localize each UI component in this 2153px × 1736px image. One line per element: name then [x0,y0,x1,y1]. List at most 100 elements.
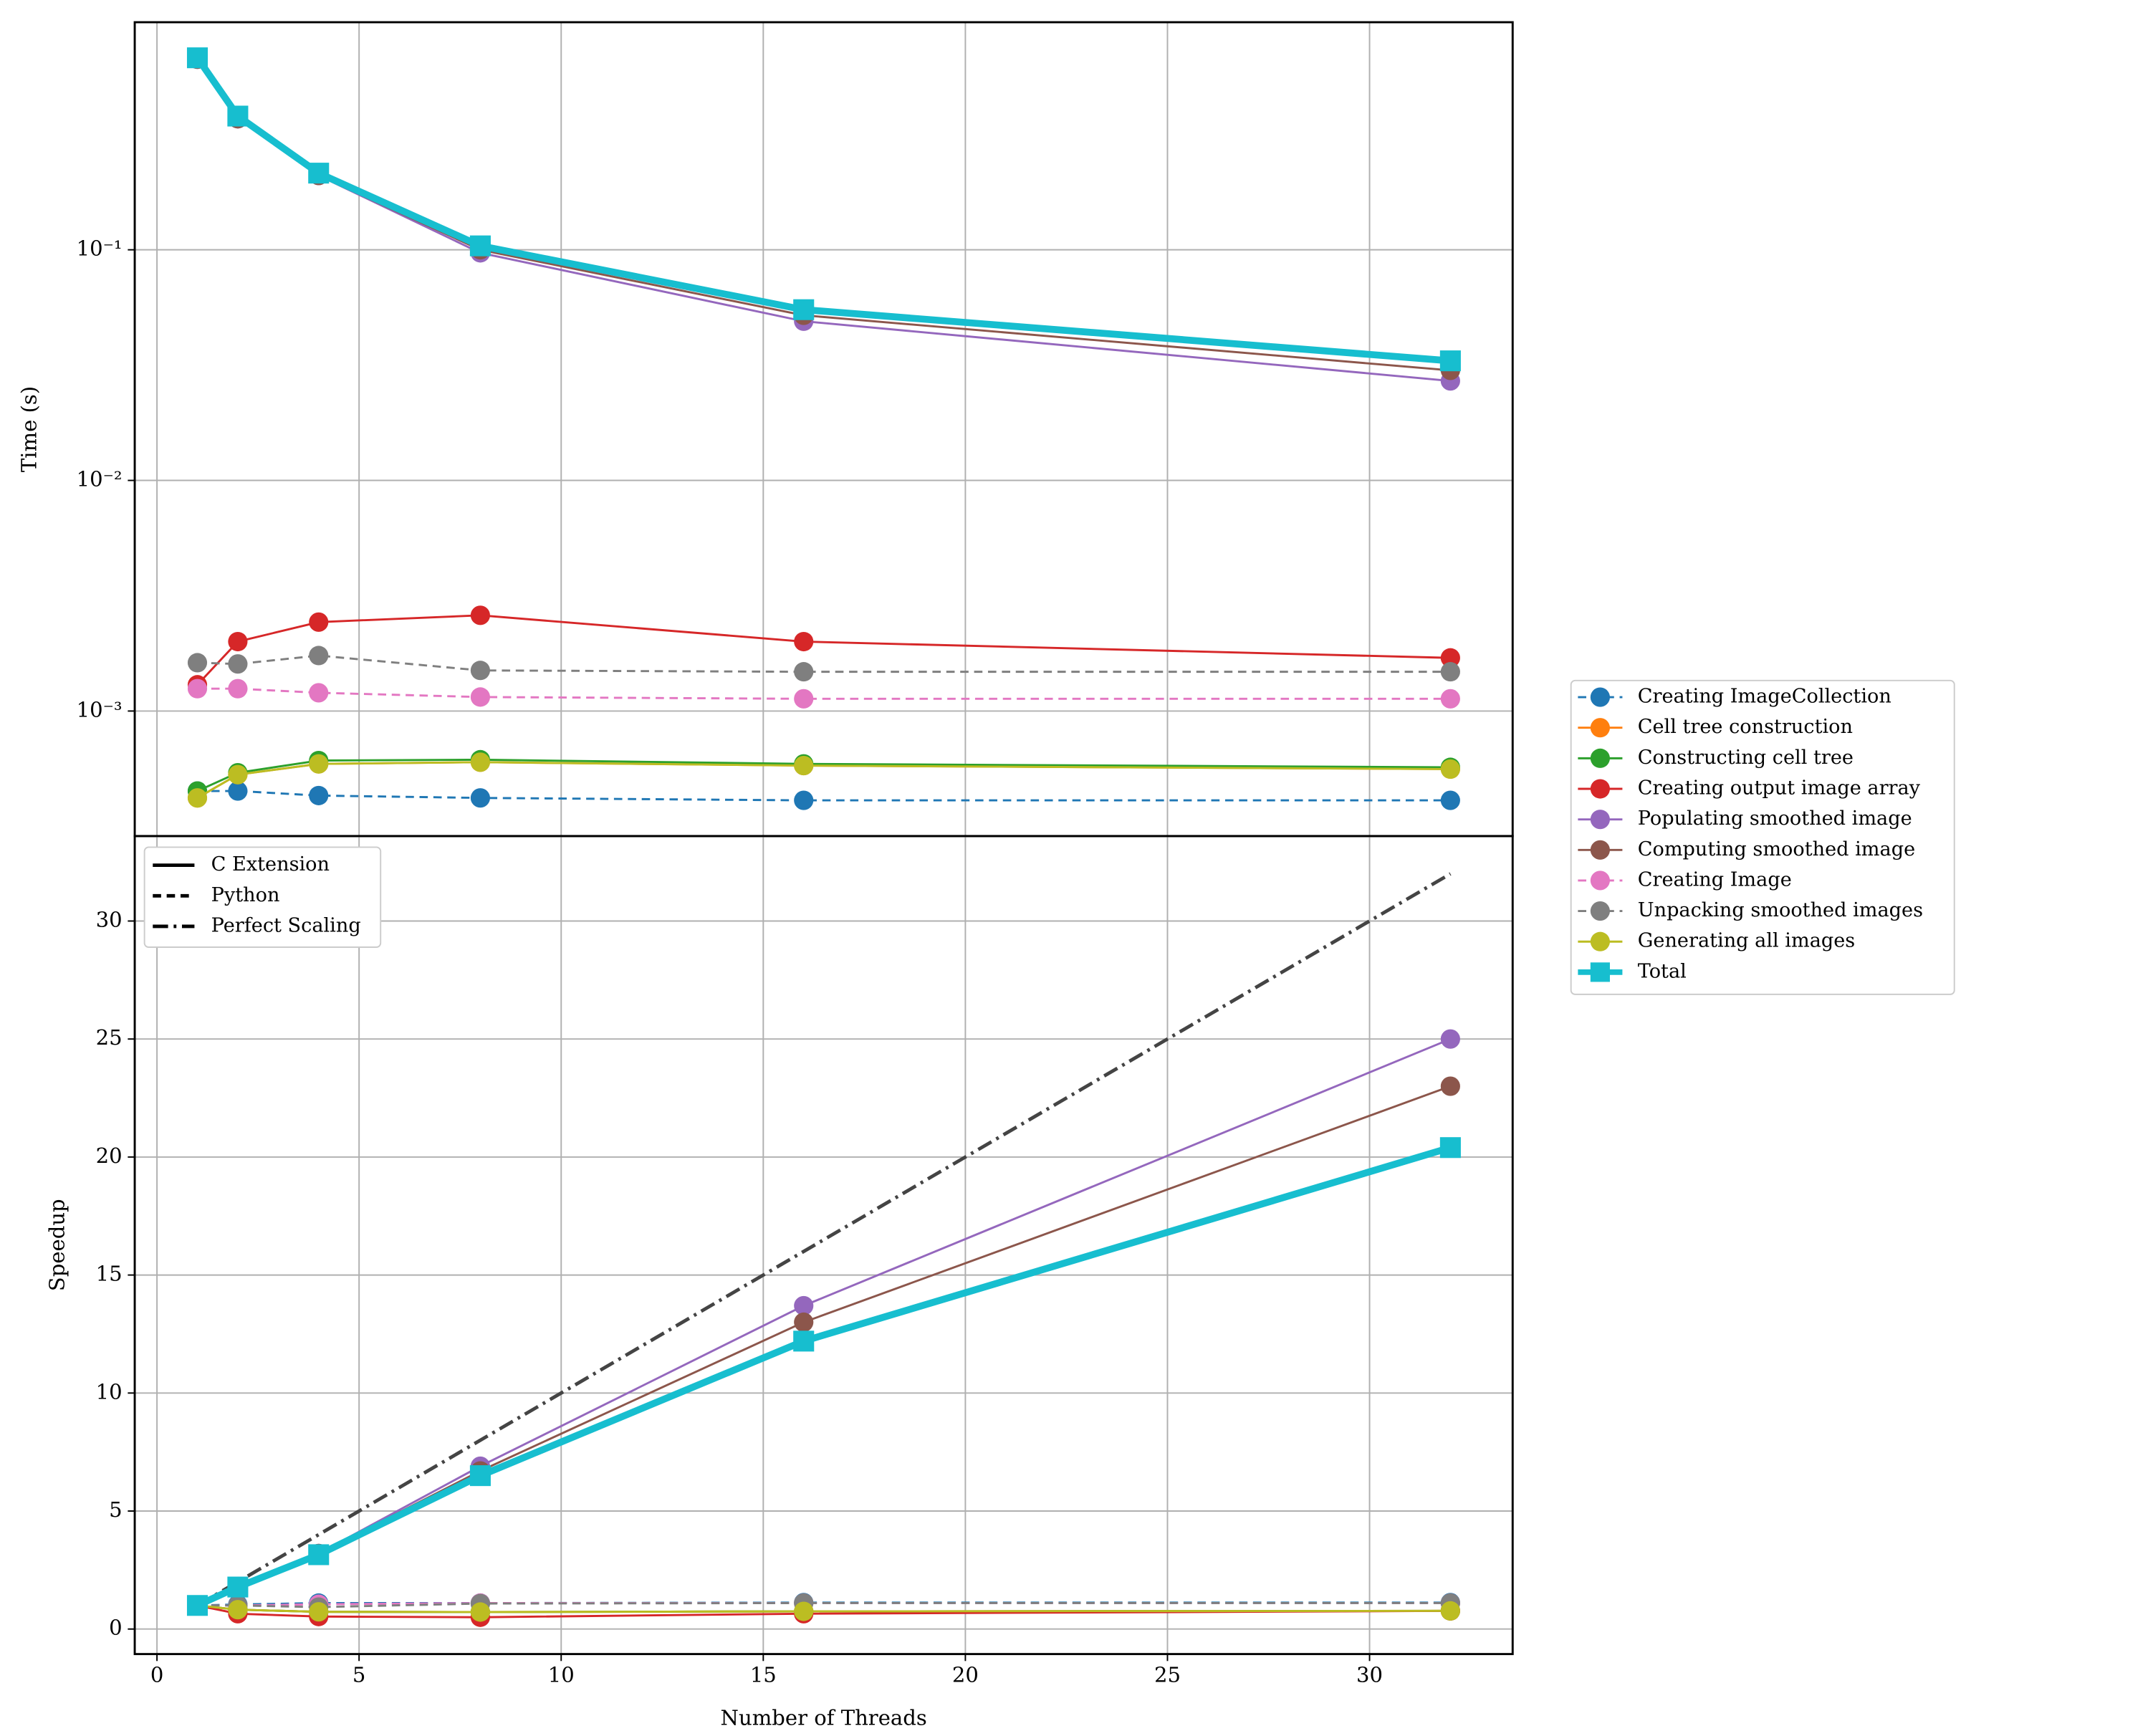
marker [308,1544,330,1565]
marker [470,687,490,707]
marker [1439,350,1461,372]
legend-label: Creating ImageCollection [1638,686,1891,708]
axes-frame [133,835,1514,1656]
legend-label: Creating Image [1638,868,1792,891]
marker [186,1595,208,1616]
x-tick-label: 15 [750,1663,777,1687]
x-tick-label: 5 [353,1663,366,1687]
series-line [196,872,1452,1607]
marker [187,678,208,699]
marker [1439,1137,1461,1159]
y-tick-label: 5 [109,1497,123,1522]
y-tick-label: 25 [96,1025,123,1050]
legend-marker [1590,779,1610,799]
marker [309,646,329,666]
legend-label: Total [1638,960,1687,982]
marker [309,683,329,703]
x-axis-label: Number of Threads [721,1706,927,1730]
marker [1440,662,1460,682]
marker [309,785,329,805]
marker [187,788,208,808]
marker [309,612,329,632]
marker [227,1576,249,1598]
legend-marker [1590,687,1610,707]
legend-label: C Extension [211,853,330,876]
y-tick-label: 0 [109,1616,123,1640]
marker [794,755,814,776]
marker [470,752,490,772]
marker [469,1465,491,1487]
marker [228,631,248,652]
legend-label: Python [211,884,280,906]
y-axis-label: Speedup [44,1199,69,1291]
marker [228,764,248,785]
legend-box [143,846,382,948]
marker [308,163,330,184]
x-tick-label: 10 [548,1663,575,1687]
marker [228,781,248,801]
marker [1440,790,1460,810]
y-tick-label: 10⁻¹ [77,236,123,261]
marker [1440,689,1460,709]
legend-label: Computing smoothed image [1638,838,1915,860]
marker [309,1602,329,1622]
marker [794,1601,814,1621]
legend-marker [1590,718,1610,738]
marker [793,299,815,320]
marker [1440,648,1460,668]
legend-label: Constructing cell tree [1638,747,1854,769]
marker [469,235,491,256]
y-tick-label: 15 [96,1262,123,1286]
marker [470,788,490,808]
legend-marker [1590,871,1610,891]
y-tick-label: 10⁻² [77,467,123,491]
marker [228,654,248,674]
marker [470,661,490,681]
legend-label: Populating smoothed image [1638,807,1912,830]
marker [470,605,490,625]
marker [794,1312,814,1333]
x-tick-label: 20 [952,1663,979,1687]
legend-box [1570,679,1955,995]
series-line [196,614,1451,686]
marker [186,47,208,69]
marker [228,678,248,699]
legend-marker [1590,748,1610,768]
y-tick-label: 10⁻³ [77,697,123,721]
marker [1440,1029,1460,1049]
x-tick-label: 30 [1356,1663,1383,1687]
legend-label: Generating all images [1638,930,1855,952]
marker [794,662,814,682]
x-tick-label: 25 [1154,1663,1181,1687]
y-axis-label: Time (s) [17,386,42,472]
marker [309,754,329,774]
marker [470,1602,490,1622]
marker [1440,1601,1460,1621]
legend: Creating ImageCollection Cell tree constr… [1570,679,1955,995]
legend-marker [1590,901,1610,921]
marker [187,653,208,673]
legend-marker [1590,810,1610,830]
legend-label: Creating output image array [1638,777,1921,800]
marker [793,1330,815,1352]
legend-marker [1590,840,1610,860]
legend-label: Perfect Scaling [211,914,361,936]
axes: 0 5 10 15 20 25 30 0 5 10 15 20 25 30 Speedup Number of… [44,835,1513,1730]
y-tick-label: 10 [96,1379,123,1404]
y-tick-label: 30 [96,908,123,932]
marker [1440,759,1460,780]
axes: 10⁻³ 10⁻² 10⁻¹ Time (s) [17,22,1513,836]
marker [227,105,249,127]
style-legend: C Extension Python Perfect Scaling [143,846,382,948]
marker [794,790,814,810]
x-tick-label: 0 [150,1663,164,1687]
legend-marker [1590,931,1610,951]
marker [228,1600,248,1620]
legend-marker [1590,962,1610,982]
legend-label: Unpacking smoothed images [1638,899,1923,921]
legend-label: Cell tree construction [1638,716,1853,738]
marker [794,1295,814,1316]
marker [794,631,814,652]
y-tick-label: 20 [96,1143,123,1168]
